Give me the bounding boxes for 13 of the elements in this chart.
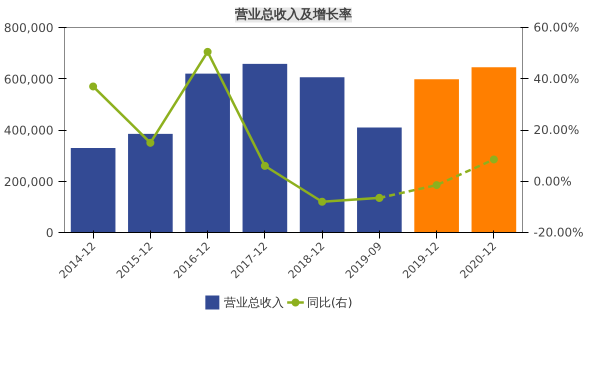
y-tick-label: 600,000: [4, 72, 54, 86]
y-tick-label: 400,000: [4, 124, 54, 138]
y-tick-label: 200,000: [4, 174, 54, 189]
y-tick-label: 800,000: [4, 21, 54, 35]
y2-tick-label: 0.00%: [534, 174, 572, 188]
y2-tick-label: 40.00%: [534, 72, 580, 86]
legend-label: 营业总收入: [224, 296, 284, 310]
y2-tick-label: 60.00%: [534, 20, 580, 34]
y-tick-label: 0: [46, 226, 54, 240]
y2-tick-label: -20.00%: [534, 226, 584, 240]
chart-title: 营业总收入及增长率: [234, 6, 352, 22]
y2-tick-label: 20.00%: [534, 123, 580, 137]
legend-label: 同比(右): [307, 296, 352, 310]
